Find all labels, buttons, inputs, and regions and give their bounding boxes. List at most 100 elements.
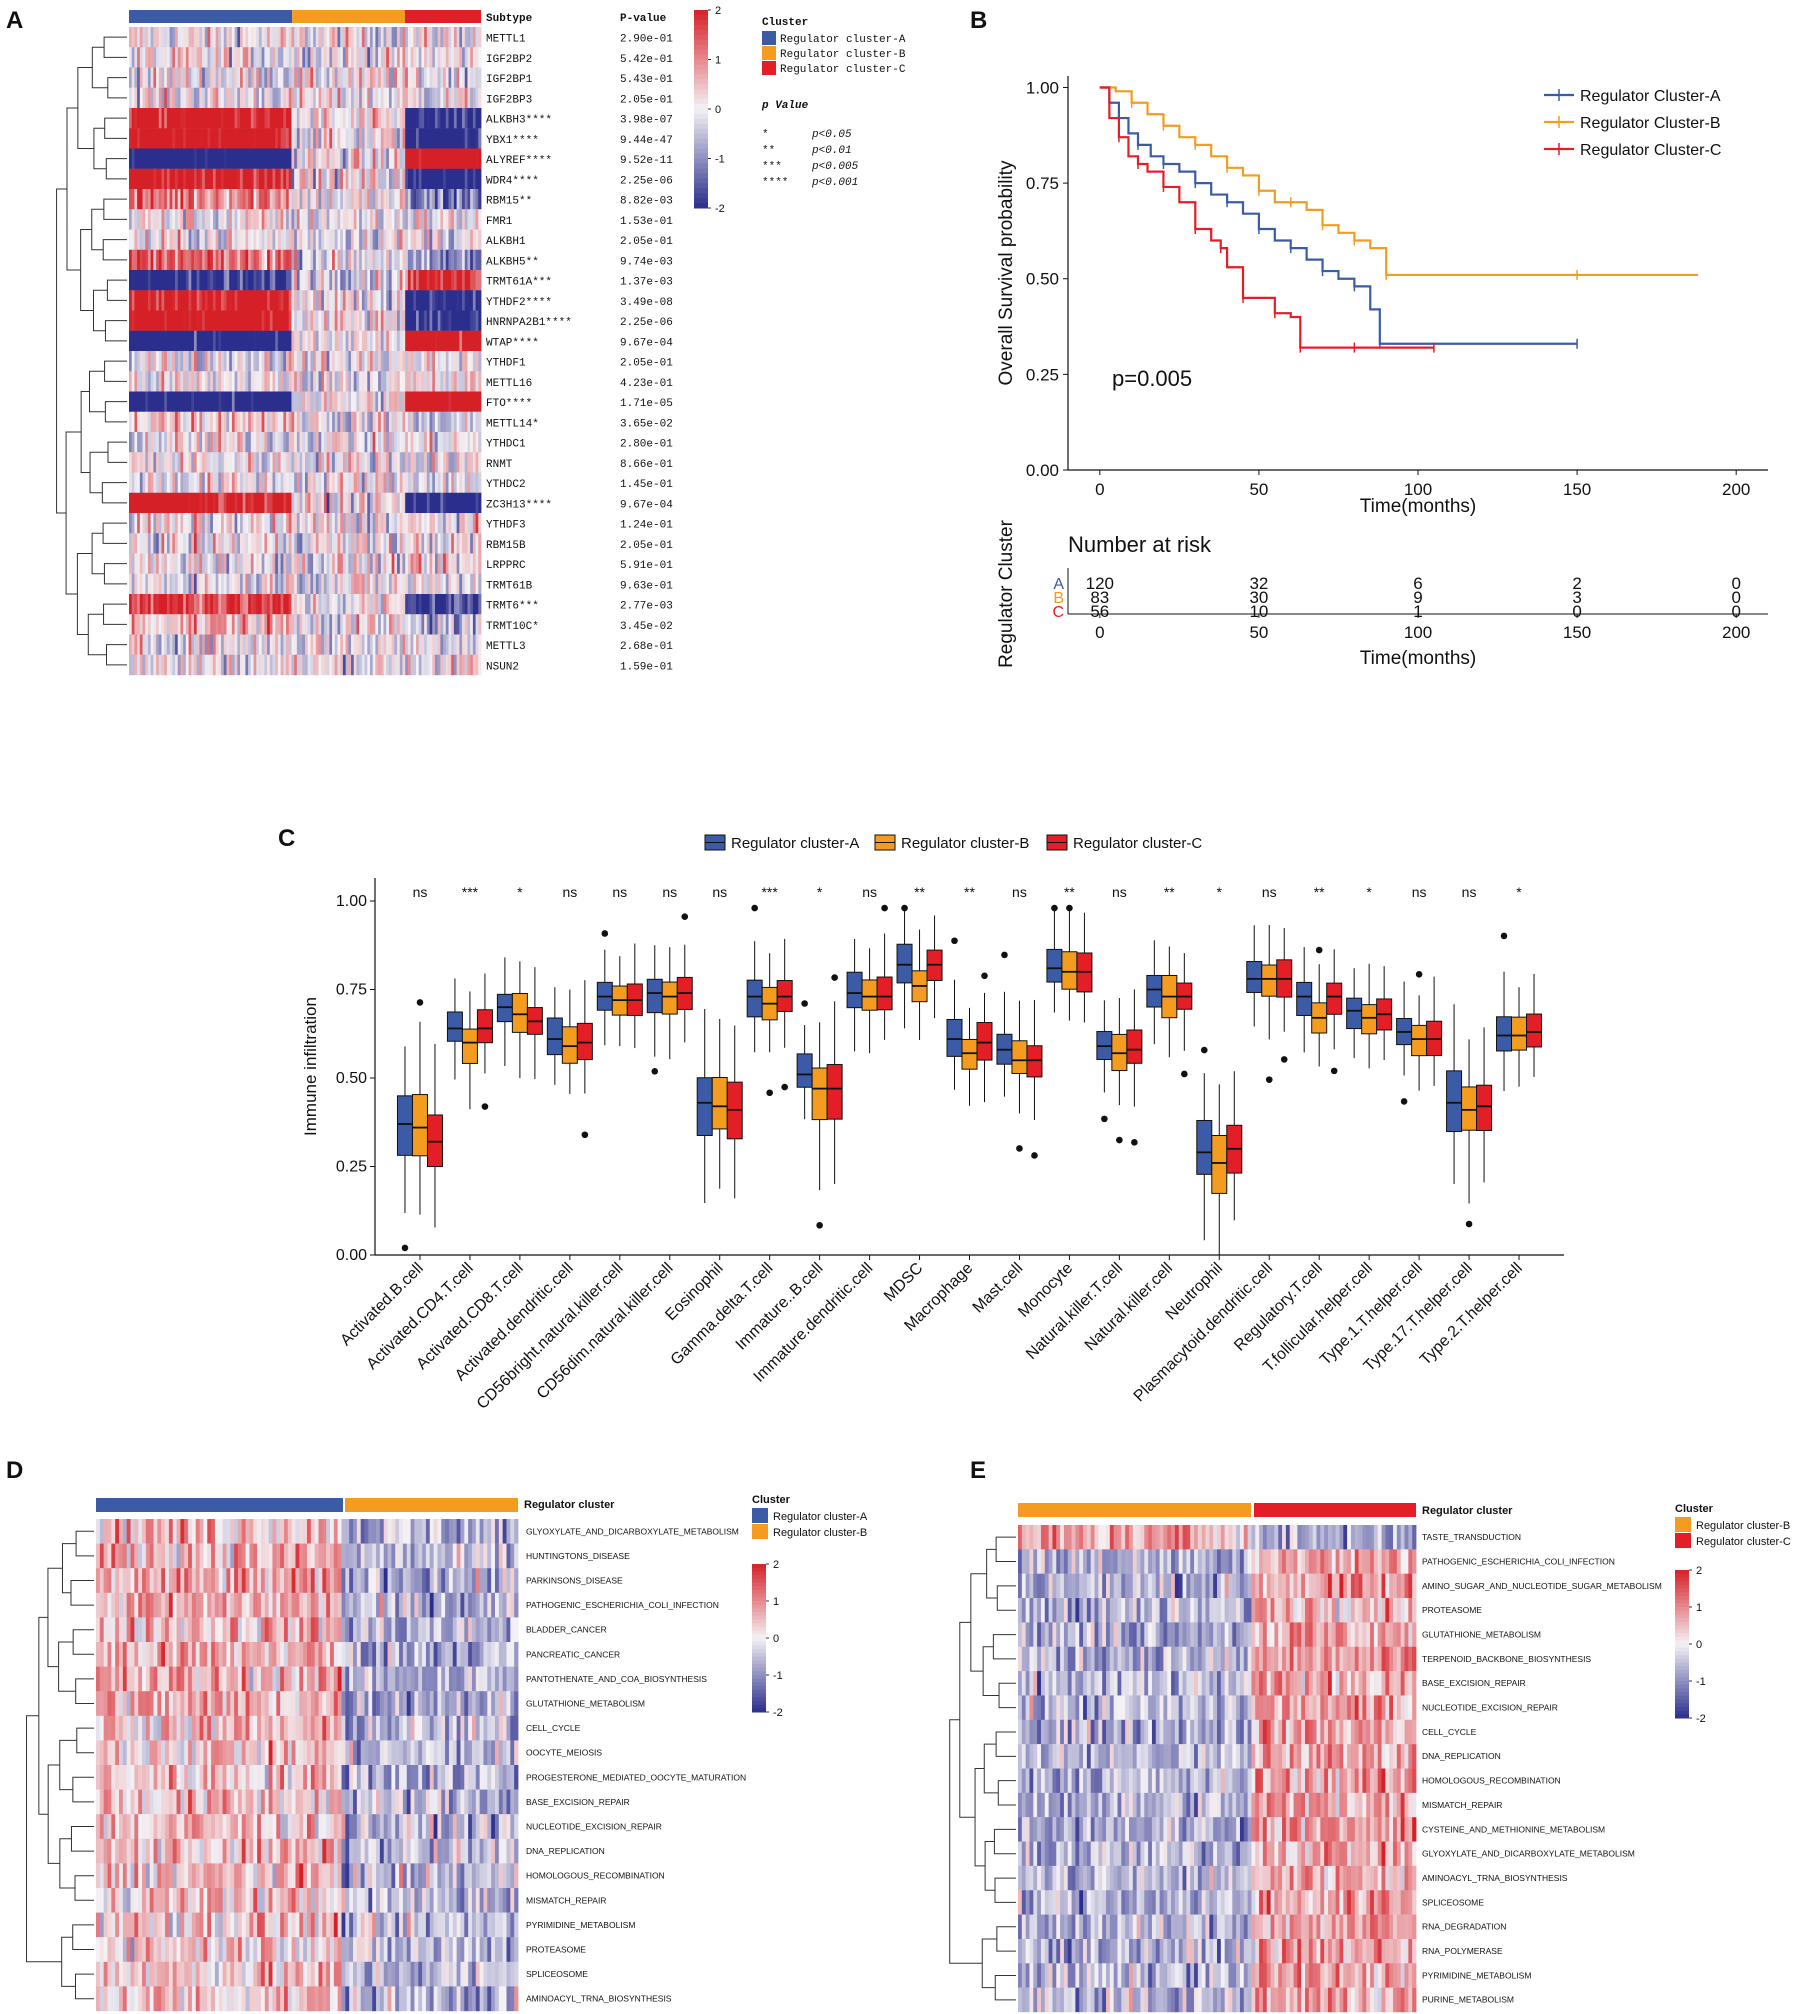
heatmap-a-cell: [307, 472, 311, 493]
heatmap-a-cell: [391, 533, 395, 554]
risk-count: 30: [1249, 588, 1268, 607]
heatmap-a-cell: [418, 371, 422, 392]
heatmap-a-cell: [229, 310, 233, 331]
heatmap-a-cell: [215, 47, 219, 68]
heatmap-a-cell: [326, 371, 330, 392]
heatmap-a-cell: [191, 614, 195, 635]
heatmap-a-cell: [188, 472, 192, 493]
heatmap-d-cell: [122, 1543, 128, 1569]
heatmap-a-cell: [329, 47, 333, 68]
heatmap-a-cell: [210, 108, 214, 129]
heatmap-a-cell: [161, 594, 165, 615]
heatmap-a-cell: [315, 209, 319, 230]
heatmap-a-cell: [302, 634, 306, 655]
heatmap-a-cell: [172, 168, 176, 190]
heatmap-a-cell: [207, 573, 211, 595]
category-label: MDSC: [881, 1260, 926, 1305]
heatmap-a-cell: [462, 290, 466, 311]
heatmap-a-cell: [145, 128, 149, 149]
heatmap-a-cell: [202, 209, 206, 230]
heatmap-a-cell: [418, 472, 422, 493]
heatmap-a-cell: [456, 270, 460, 291]
heatmap-a-cell: [388, 330, 393, 352]
heatmap-a-cell: [462, 229, 466, 250]
heatmap-a-cell: [451, 87, 455, 109]
box-A: [546, 987, 563, 1085]
heatmap-a-cell: [164, 290, 168, 311]
heatmap-a-cell: [310, 371, 314, 392]
row-label: RNMT: [486, 459, 513, 471]
heatmap-a-cell: [361, 654, 365, 676]
heatmap-a-cell: [248, 47, 252, 68]
heatmap-a-cell: [464, 189, 468, 210]
heatmap-a-cell: [261, 67, 265, 88]
heatmap-a-cell: [459, 492, 463, 514]
heatmap-a-cell: [440, 270, 444, 291]
heatmap-a-cell: [164, 209, 168, 230]
heatmap-a-cell: [256, 492, 260, 514]
heatmap-a-cell: [269, 614, 273, 635]
box-C: [1226, 1071, 1243, 1221]
risk-count: 10: [1249, 602, 1268, 621]
heatmap-a-cell: [464, 452, 468, 473]
heatmap-a-cell: [240, 594, 244, 615]
heatmap-a-cell: [215, 371, 219, 392]
heatmap-a-cell: [323, 594, 328, 615]
pvalue-legend-stars: *: [762, 129, 769, 141]
heatmap-a-cell: [169, 168, 173, 190]
heatmap-a-cell: [329, 472, 333, 493]
heatmap-a-cell: [277, 189, 282, 210]
heatmap-a-cell: [464, 330, 468, 352]
heatmap-a-cell: [432, 47, 436, 68]
heatmap-a-cell: [342, 654, 347, 676]
heatmap-a-cell: [405, 168, 409, 190]
heatmap-a-cell: [434, 27, 439, 48]
heatmap-a-cell: [310, 513, 314, 534]
heatmap-a-cell: [299, 148, 303, 169]
heatmap-a-cell: [207, 472, 211, 493]
heatmap-a-cell: [145, 209, 149, 230]
heatmap-a-cell: [139, 391, 143, 412]
heatmap-a-cell: [272, 513, 276, 534]
heatmap-a-cell: [337, 249, 341, 271]
heatmap-a-cell: [250, 87, 254, 109]
heatmap-a-cell: [256, 594, 260, 615]
heatmap-a-cell: [191, 594, 195, 615]
heatmap-a-cell: [164, 108, 168, 129]
heatmap-a-cell: [426, 209, 430, 230]
heatmap-a-cell: [443, 411, 447, 433]
heatmap-a-cell: [391, 654, 395, 676]
heatmap-a-cell: [131, 290, 135, 311]
heatmap-a-cell: [348, 533, 352, 554]
heatmap-a-cell: [356, 654, 360, 676]
heatmap-a-cell: [237, 290, 241, 311]
heatmap-a-cell: [158, 351, 162, 372]
heatmap-a-cell: [383, 148, 387, 169]
heatmap-a-cell: [332, 87, 336, 109]
heatmap-a-cell: [299, 330, 303, 352]
heatmap-a-cell: [462, 594, 466, 615]
heatmap-a-cell: [456, 492, 460, 514]
heatmap-a-cell: [388, 654, 393, 676]
heatmap-a-cell: [158, 513, 162, 534]
heatmap-a-cell: [313, 411, 317, 433]
heatmap-a-cell: [334, 209, 338, 230]
heatmap-a-cell: [147, 533, 152, 554]
heatmap-a-cell: [413, 229, 417, 250]
pvalue-legend-text: p<0.001: [811, 177, 858, 189]
heatmap-a-cell: [475, 452, 479, 473]
heatmap-a-cell: [277, 290, 282, 311]
heatmap-a-cell: [440, 472, 444, 493]
heatmap-a-cell: [305, 270, 309, 291]
heatmap-a-cell: [475, 67, 479, 88]
heatmap-a-cell: [199, 209, 203, 230]
heatmap-a-cell: [305, 290, 309, 311]
heatmap-a-cell: [250, 310, 254, 331]
heatmap-a-cell: [134, 553, 138, 574]
heatmap-a-cell: [204, 351, 208, 372]
heatmap-a-cell: [175, 330, 179, 352]
heatmap-a-cell: [332, 330, 336, 352]
heatmap-a-cell: [432, 209, 436, 230]
heatmap-a-cell: [191, 634, 195, 655]
heatmap-a-cell: [158, 47, 162, 68]
